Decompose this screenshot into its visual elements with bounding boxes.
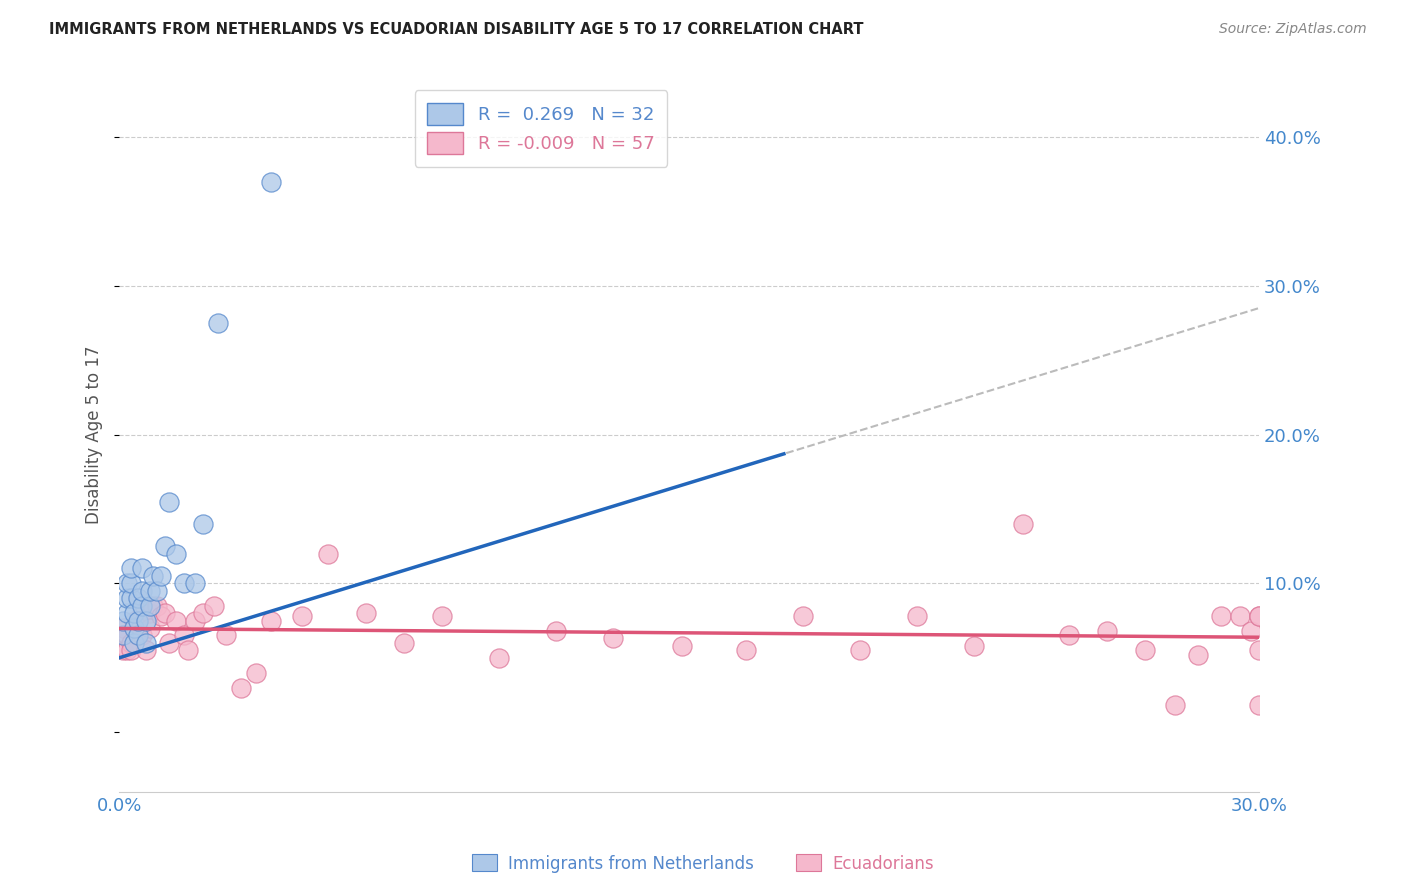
Point xyxy=(184,576,207,591)
Point xyxy=(602,632,624,646)
Point xyxy=(115,606,138,620)
Y-axis label: Disability Age 5 to 17: Disability Age 5 to 17 xyxy=(86,345,103,524)
Point xyxy=(1247,609,1270,624)
Point xyxy=(849,643,872,657)
Point xyxy=(150,609,173,624)
Point xyxy=(316,547,339,561)
Point xyxy=(1247,698,1270,713)
Point xyxy=(120,591,142,606)
Point xyxy=(120,561,142,575)
Point xyxy=(142,569,165,583)
Point xyxy=(135,636,157,650)
Point xyxy=(153,606,176,620)
Point xyxy=(1247,643,1270,657)
Point xyxy=(112,621,135,635)
Point xyxy=(1247,609,1270,624)
Point xyxy=(124,621,146,635)
Point xyxy=(120,636,142,650)
Point xyxy=(150,569,173,583)
Point xyxy=(430,609,453,624)
Legend: R =  0.269   N = 32, R = -0.009   N = 57: R = 0.269 N = 32, R = -0.009 N = 57 xyxy=(415,90,668,167)
Point xyxy=(112,628,135,642)
Point xyxy=(1240,624,1263,638)
Point xyxy=(124,614,146,628)
Point xyxy=(1229,609,1251,624)
Point xyxy=(245,665,267,680)
Point xyxy=(131,606,153,620)
Point xyxy=(546,624,568,638)
Point xyxy=(127,614,149,628)
Point xyxy=(138,606,160,620)
Point xyxy=(127,614,149,628)
Point xyxy=(176,643,198,657)
Point xyxy=(260,614,283,628)
Point xyxy=(1095,624,1118,638)
Point xyxy=(153,539,176,553)
Point xyxy=(1012,516,1035,531)
Point xyxy=(112,643,135,657)
Point xyxy=(115,628,138,642)
Point xyxy=(191,516,214,531)
Point xyxy=(135,643,157,657)
Point xyxy=(173,576,195,591)
Point xyxy=(1133,643,1156,657)
Point xyxy=(138,621,160,635)
Point xyxy=(735,643,758,657)
Point xyxy=(488,650,510,665)
Point xyxy=(963,639,986,653)
Point xyxy=(124,636,146,650)
Point xyxy=(184,614,207,628)
Point xyxy=(131,561,153,575)
Point xyxy=(260,175,283,189)
Point xyxy=(191,606,214,620)
Text: IMMIGRANTS FROM NETHERLANDS VS ECUADORIAN DISABILITY AGE 5 TO 17 CORRELATION CHA: IMMIGRANTS FROM NETHERLANDS VS ECUADORIA… xyxy=(49,22,863,37)
Point xyxy=(131,628,153,642)
Point xyxy=(173,628,195,642)
Point xyxy=(142,599,165,613)
Text: Source: ZipAtlas.com: Source: ZipAtlas.com xyxy=(1219,22,1367,37)
Point xyxy=(115,591,138,606)
Point xyxy=(120,643,142,657)
Point xyxy=(135,614,157,628)
Point xyxy=(115,576,138,591)
Point xyxy=(146,583,169,598)
Point xyxy=(146,599,169,613)
Point xyxy=(138,583,160,598)
Point xyxy=(1209,609,1232,624)
Point xyxy=(392,636,415,650)
Point xyxy=(671,639,693,653)
Point xyxy=(905,609,928,624)
Point xyxy=(120,576,142,591)
Point xyxy=(229,681,252,695)
Point xyxy=(354,606,377,620)
Point xyxy=(1057,628,1080,642)
Point xyxy=(112,614,135,628)
Legend: Immigrants from Netherlands, Ecuadorians: Immigrants from Netherlands, Ecuadorians xyxy=(465,847,941,880)
Point xyxy=(157,636,180,650)
Point xyxy=(124,621,146,635)
Point xyxy=(165,547,187,561)
Point xyxy=(131,599,153,613)
Point xyxy=(157,494,180,508)
Point xyxy=(291,609,314,624)
Point xyxy=(127,628,149,642)
Point xyxy=(214,628,236,642)
Point xyxy=(165,614,187,628)
Point xyxy=(131,583,153,598)
Point xyxy=(202,599,225,613)
Point xyxy=(792,609,814,624)
Point xyxy=(127,628,149,642)
Point xyxy=(1187,648,1209,662)
Point xyxy=(138,599,160,613)
Point xyxy=(207,316,229,330)
Point xyxy=(124,606,146,620)
Point xyxy=(1164,698,1187,713)
Point xyxy=(127,591,149,606)
Point xyxy=(115,643,138,657)
